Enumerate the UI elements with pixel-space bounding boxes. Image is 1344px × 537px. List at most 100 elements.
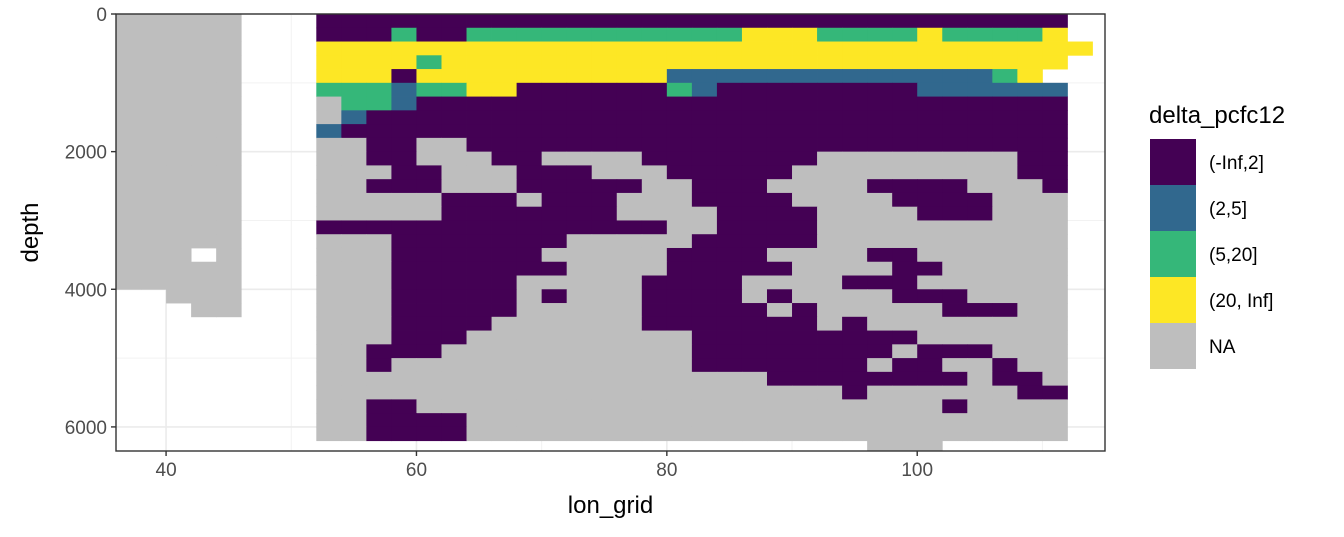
heatmap-tile — [691, 330, 718, 345]
heatmap-tile — [766, 234, 793, 249]
heatmap-tile — [191, 69, 217, 84]
heatmap-tile — [316, 69, 342, 84]
heatmap-tile — [666, 316, 693, 331]
heatmap-tile — [641, 358, 668, 373]
heatmap-tile — [191, 165, 217, 180]
heatmap-tile — [666, 358, 693, 373]
heatmap-tile — [741, 179, 768, 194]
heatmap-tile — [416, 96, 442, 111]
heatmap-tile — [316, 413, 342, 428]
heatmap-tile — [316, 385, 342, 400]
heatmap-tile — [917, 234, 943, 249]
heatmap-tile — [366, 316, 392, 331]
heatmap-tile — [341, 385, 367, 400]
heatmap-tile — [842, 137, 868, 153]
heatmap-tile — [541, 247, 568, 263]
heatmap-tile — [666, 27, 693, 42]
heatmap-tile — [716, 358, 743, 373]
heatmap-tile — [666, 413, 693, 428]
heatmap-tile — [366, 151, 392, 166]
heatmap-tile — [942, 261, 968, 276]
heatmap-tile — [641, 316, 668, 331]
heatmap-tile — [541, 358, 568, 373]
heatmap-tile — [917, 110, 943, 125]
heatmap-tile — [191, 14, 217, 29]
heatmap-tile — [716, 206, 743, 221]
heatmap-tile — [691, 165, 718, 180]
heatmap-tile — [441, 275, 467, 290]
heatmap-tile — [992, 303, 1018, 318]
heatmap-tile — [616, 27, 643, 42]
heatmap-tile — [541, 110, 568, 125]
heatmap-tile — [366, 110, 392, 125]
heatmap-tile — [792, 261, 818, 276]
heatmap-tile — [491, 137, 518, 153]
heatmap-tile — [141, 247, 167, 263]
y-axis: 0 2000 4000 6000 — [65, 5, 116, 439]
heatmap-tile — [1042, 247, 1068, 263]
heatmap-tile — [1042, 151, 1068, 166]
heatmap-tile — [416, 358, 442, 373]
heatmap-tile — [191, 27, 217, 42]
heatmap-tile — [216, 261, 242, 276]
heatmap-tile — [867, 289, 893, 304]
heatmap-tile — [641, 179, 668, 194]
heatmap-tile — [366, 275, 392, 290]
heatmap-tile — [591, 165, 618, 180]
heatmap-tile — [917, 206, 943, 221]
heatmap-tile — [566, 124, 593, 139]
heatmap-tile — [917, 151, 943, 166]
heatmap-tile — [691, 110, 718, 125]
heatmap-tile — [967, 41, 993, 56]
heatmap-tile — [491, 27, 518, 42]
heatmap-tile — [867, 110, 893, 125]
heatmap-tile — [441, 358, 467, 373]
heatmap-tile — [491, 371, 518, 387]
heatmap-tile — [992, 96, 1018, 111]
heatmap-tile — [817, 110, 843, 125]
heatmap-tile — [391, 151, 417, 166]
heatmap-tile — [441, 151, 467, 166]
heatmap-tile — [716, 385, 743, 400]
heatmap-tile — [992, 399, 1018, 414]
heatmap-tile — [867, 124, 893, 139]
heatmap-tile — [766, 330, 793, 345]
heatmap-tile — [391, 344, 417, 359]
heatmap-tile — [691, 192, 718, 208]
heatmap-tile — [491, 261, 518, 276]
heatmap-tile — [391, 55, 417, 70]
heatmap-tile — [741, 330, 768, 345]
heatmap-tile — [391, 371, 417, 387]
heatmap-tile — [591, 82, 618, 97]
heatmap-tile — [917, 316, 943, 331]
heatmap-tile — [892, 110, 918, 125]
heatmap-tile — [591, 289, 618, 304]
heatmap-tile — [116, 27, 142, 42]
heatmap-tile — [716, 344, 743, 359]
heatmap-tile — [391, 14, 417, 29]
heatmap-tile — [316, 179, 342, 194]
heatmap-tile — [867, 151, 893, 166]
heatmap-tile — [666, 69, 693, 84]
heatmap-tile — [541, 261, 568, 276]
heatmap-tile — [566, 151, 593, 166]
heatmap-tile — [766, 247, 793, 263]
heatmap-tile — [792, 137, 818, 153]
heatmap-tile — [591, 110, 618, 125]
heatmap-tile — [892, 179, 918, 194]
heatmap-tile — [892, 261, 918, 276]
heatmap-tile — [917, 289, 943, 304]
heatmap-tile — [566, 247, 593, 263]
heatmap-tile — [416, 14, 442, 29]
heatmap-tile — [116, 69, 142, 84]
heatmap-tile — [666, 137, 693, 153]
heatmap-tile — [917, 82, 943, 97]
heatmap-tile — [566, 385, 593, 400]
heatmap-tile — [817, 330, 843, 345]
heatmap-tile — [691, 124, 718, 139]
heatmap-tile — [416, 426, 442, 442]
heatmap-tile — [366, 69, 392, 84]
heatmap-tile — [516, 358, 543, 373]
heatmap-tile — [316, 234, 342, 249]
heatmap-tile — [466, 192, 492, 208]
